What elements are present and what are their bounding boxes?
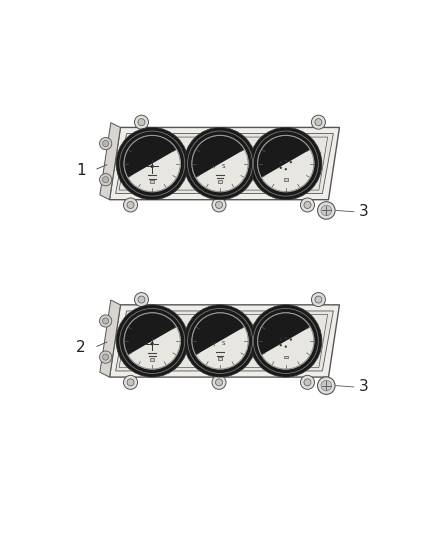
Text: 3: 3	[359, 204, 369, 219]
Bar	[284, 356, 288, 358]
Bar	[218, 180, 222, 183]
Circle shape	[138, 296, 145, 303]
Circle shape	[212, 198, 226, 212]
Circle shape	[279, 338, 282, 341]
Circle shape	[290, 338, 292, 341]
Circle shape	[192, 313, 248, 369]
Wedge shape	[192, 313, 244, 355]
Circle shape	[285, 337, 287, 340]
Circle shape	[99, 174, 112, 186]
Circle shape	[258, 135, 314, 192]
Circle shape	[318, 377, 335, 394]
Polygon shape	[100, 300, 120, 377]
Wedge shape	[258, 313, 310, 355]
Bar	[150, 358, 154, 361]
Text: A/: A/	[211, 341, 217, 346]
Circle shape	[99, 351, 112, 363]
Bar	[150, 181, 154, 183]
Circle shape	[215, 201, 223, 208]
Circle shape	[311, 115, 325, 129]
Wedge shape	[124, 313, 177, 355]
Circle shape	[184, 127, 256, 200]
Polygon shape	[110, 305, 339, 377]
Circle shape	[215, 379, 223, 386]
Circle shape	[124, 375, 138, 390]
Bar	[284, 178, 288, 181]
Circle shape	[124, 313, 180, 369]
Circle shape	[318, 201, 335, 219]
Circle shape	[279, 161, 282, 163]
Text: 3: 3	[359, 379, 369, 394]
Polygon shape	[116, 311, 333, 371]
Circle shape	[127, 201, 134, 208]
Circle shape	[258, 313, 314, 369]
Circle shape	[102, 354, 109, 360]
Circle shape	[124, 198, 138, 212]
Polygon shape	[100, 123, 120, 200]
Wedge shape	[124, 135, 177, 177]
Circle shape	[192, 135, 248, 192]
Circle shape	[290, 161, 292, 163]
Bar	[218, 357, 222, 360]
Circle shape	[250, 305, 322, 377]
Circle shape	[212, 375, 226, 390]
Circle shape	[124, 135, 180, 192]
Circle shape	[102, 176, 109, 183]
Circle shape	[285, 345, 287, 348]
Circle shape	[304, 379, 311, 386]
Circle shape	[99, 315, 112, 327]
Circle shape	[116, 127, 188, 200]
Circle shape	[99, 138, 112, 150]
Circle shape	[279, 167, 282, 169]
Circle shape	[311, 293, 325, 306]
Circle shape	[300, 198, 314, 212]
Circle shape	[321, 381, 332, 391]
Circle shape	[138, 119, 145, 126]
Circle shape	[134, 115, 148, 129]
Circle shape	[300, 375, 314, 390]
Polygon shape	[116, 134, 333, 193]
Circle shape	[184, 305, 256, 377]
Circle shape	[315, 119, 322, 126]
Circle shape	[250, 127, 322, 200]
Text: 2: 2	[76, 340, 86, 355]
Text: S: S	[222, 164, 225, 169]
Circle shape	[321, 205, 332, 216]
Circle shape	[279, 344, 282, 346]
Text: 1: 1	[76, 163, 86, 177]
Circle shape	[127, 379, 134, 386]
Polygon shape	[110, 127, 339, 200]
Circle shape	[151, 342, 154, 345]
Circle shape	[285, 168, 287, 171]
Circle shape	[134, 293, 148, 306]
Circle shape	[304, 201, 311, 208]
Wedge shape	[192, 135, 244, 177]
Wedge shape	[258, 135, 310, 177]
Circle shape	[285, 159, 287, 162]
Circle shape	[116, 305, 188, 377]
Text: S: S	[222, 341, 225, 346]
Text: A/: A/	[211, 164, 217, 169]
Circle shape	[102, 141, 109, 147]
Circle shape	[102, 318, 109, 324]
Circle shape	[315, 296, 322, 303]
Circle shape	[151, 165, 154, 168]
